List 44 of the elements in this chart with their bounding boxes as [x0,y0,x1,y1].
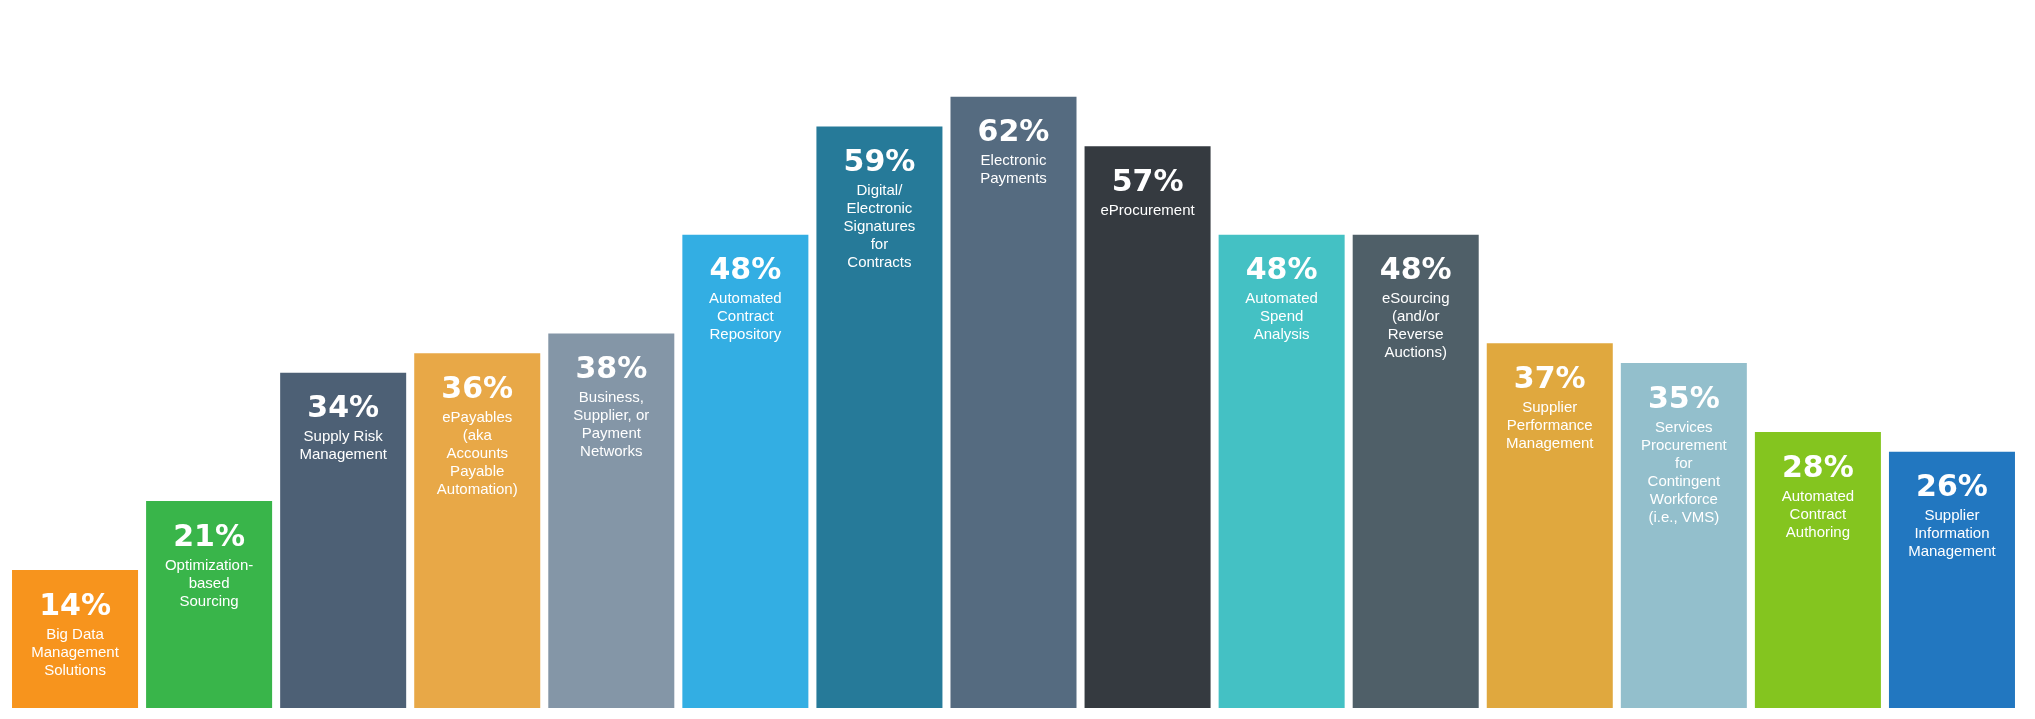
x-tick-label: Supply Risk Management [299,427,388,463]
x-tick-label: Supplier Information Management [1908,506,1997,560]
data-label: 35% [1647,379,1720,415]
data-label: 28% [1781,448,1854,484]
bar [1754,432,1881,708]
x-tick-label: Optimization-based Sourcing [164,555,254,609]
bar [1084,146,1211,708]
x-tick-label: eSourcing (and/or Reverse Auctions) [1381,289,1450,361]
bar [1620,363,1747,708]
data-label: 48% [1245,251,1318,287]
bar [682,234,809,708]
x-tick-label: ePayables (aka Accounts Payable Automation) [436,407,518,497]
bar [1352,234,1479,708]
data-label: 36% [441,369,514,405]
data-label: 21% [173,517,246,553]
data-label: 38% [575,349,648,385]
data-label: 57% [1111,162,1184,198]
bar [548,333,675,708]
x-tick-label: Automated Spend Analysis [1245,289,1318,343]
data-label: 48% [1379,251,1452,287]
data-label: 48% [709,251,782,287]
data-label: 62% [977,113,1050,149]
data-label: 59% [843,142,916,178]
data-label: 14% [39,586,111,622]
x-tick-label: Electronic Payments [980,151,1047,187]
bar [414,353,541,708]
bar [1888,451,2015,708]
x-tick-label: Business, Supplier, or Payment Networks [573,387,650,459]
bar [1486,343,1613,708]
data-label: 34% [307,389,380,425]
bar [950,96,1077,708]
bar [1218,234,1345,708]
data-label: 37% [1513,359,1586,395]
x-tick-label: Big Data Management Solutions [31,624,120,678]
bar [146,501,273,708]
x-tick-label: eProcurement [1100,200,1196,218]
x-tick-label: Services Procurement for Contingent Workforce (i.e., VMS) [1640,417,1728,525]
x-tick-label: Automated Contract Authoring [1781,486,1855,540]
x-tick-label: Digital/ Electronic Signatures for Contracts [843,180,916,270]
bar [280,372,407,708]
x-tick-label: Automated Contract Repository [709,289,782,343]
data-label: 26% [1916,468,1988,504]
bar [816,126,943,708]
x-tick-label: Supplier Performance Management [1505,397,1595,451]
